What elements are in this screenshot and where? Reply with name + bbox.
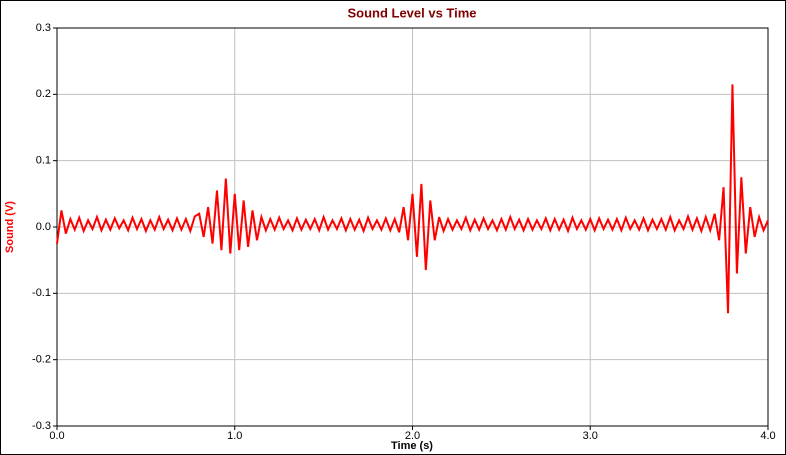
y-tick-label: -0.3: [32, 420, 51, 432]
y-tick-label: 0.0: [36, 221, 51, 233]
x-tick-label: 0.0: [49, 430, 64, 442]
chart-title: Sound Level vs Time: [347, 5, 476, 20]
x-tick-label: 1.0: [227, 430, 242, 442]
y-tick-label: -0.1: [32, 287, 51, 299]
y-axis-label: Sound (V): [4, 201, 16, 253]
x-axis-label: Time (s): [391, 440, 433, 452]
y-tick-label: 0.3: [36, 22, 51, 34]
x-tick-label: 3.0: [583, 430, 598, 442]
y-tick-label: -0.2: [32, 354, 51, 366]
line: [56, 84, 769, 314]
x-tick-label: 4.0: [760, 430, 775, 442]
y-tick-label: 0.1: [36, 155, 51, 167]
y-tick-label: 0.2: [36, 88, 51, 100]
x-tick-label: 2.0: [405, 430, 420, 442]
plot-area: [56, 27, 769, 427]
